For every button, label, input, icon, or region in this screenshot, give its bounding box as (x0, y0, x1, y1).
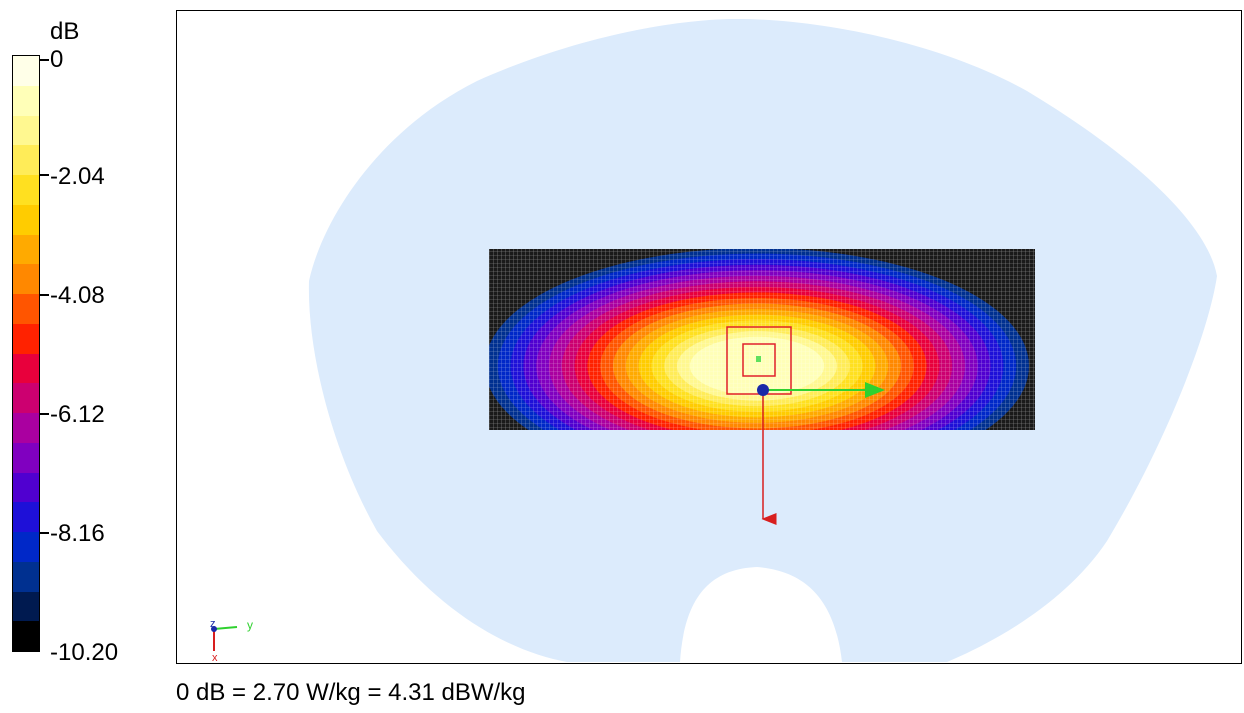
colorbar-band-13 (13, 442, 39, 473)
colorbar-band-18 (13, 591, 39, 622)
colorbar-tick-label-0: 0 (50, 46, 64, 73)
area-scan-grid (489, 249, 1035, 430)
colorbar-tick-label-3: -6.12 (50, 401, 105, 428)
colorbar-band-4 (13, 175, 39, 205)
colorbar (12, 55, 40, 652)
colorbar-band-17 (13, 561, 39, 592)
peak-marker (756, 356, 761, 362)
zoom-scan-inner-box (742, 343, 776, 377)
colorbar-band-15 (13, 502, 39, 532)
colorbar-tick-1 (40, 174, 49, 176)
colorbar-band-8 (13, 294, 39, 324)
colorbar-tick-3 (40, 413, 49, 415)
colorbar-band-19 (13, 621, 39, 651)
colorbar-band-3 (13, 145, 39, 175)
sar-plot-svg: y z x (210, 19, 1217, 663)
colorbar-band-9 (13, 323, 39, 354)
colorbar-tick-4 (40, 532, 49, 534)
colorbar-band-16 (13, 532, 39, 562)
colorbar-band-7 (13, 264, 39, 294)
device-origin (757, 384, 769, 396)
colorbar-tick-0 (40, 59, 49, 61)
colorbar-tick-label-1: -2.04 (50, 163, 105, 190)
colorbar-tick-2 (40, 294, 49, 296)
colorbar-band-0 (13, 56, 39, 86)
colorbar-band-1 (13, 85, 39, 116)
triad-x-label: x (212, 652, 218, 663)
triad-z-label: z (210, 618, 216, 630)
colorbar-tick-label-4: -8.16 (50, 520, 105, 547)
colorbar-band-5 (13, 204, 39, 235)
triad-y-label: y (247, 618, 253, 632)
triad-y-line (213, 626, 238, 630)
colorbar-unit-label: dB (50, 18, 80, 45)
colorbar-band-10 (13, 353, 39, 384)
colorbar-band-11 (13, 383, 39, 413)
colorbar-band-2 (13, 115, 39, 146)
colorbar-band-12 (13, 413, 39, 443)
colorbar-tick-label-2: -4.08 (50, 282, 105, 309)
colorbar-band-14 (13, 472, 39, 503)
colorbar-tick-label-5: -10.20 (50, 639, 119, 666)
colorbar-band-6 (13, 234, 39, 265)
triad-origin (211, 626, 217, 632)
sar-plot-viewport[interactable]: y z x (176, 10, 1242, 664)
reference-note: 0 dB = 2.70 W/kg = 4.31 dBW/kg (176, 679, 526, 706)
